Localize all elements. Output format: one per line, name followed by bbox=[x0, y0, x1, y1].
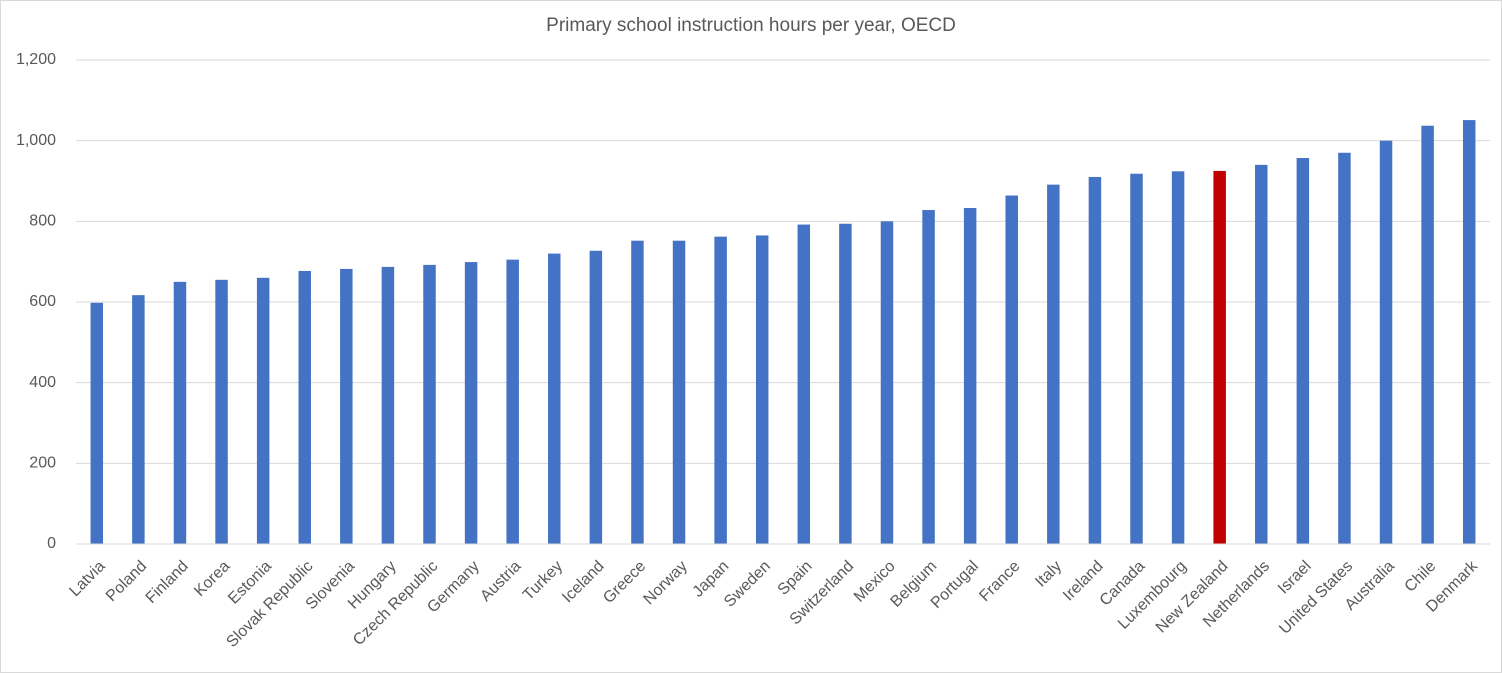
y-tick-label: 800 bbox=[29, 213, 56, 230]
bar bbox=[381, 266, 395, 544]
bar bbox=[340, 268, 353, 544]
bar bbox=[173, 281, 187, 544]
y-tick-label: 1,000 bbox=[16, 132, 56, 149]
bar bbox=[1130, 173, 1143, 545]
y-tick-label: 200 bbox=[29, 455, 56, 472]
bar bbox=[880, 221, 894, 545]
bar bbox=[1338, 152, 1351, 544]
bar bbox=[755, 235, 769, 544]
bar bbox=[132, 295, 145, 544]
y-tick-label: 0 bbox=[47, 535, 56, 552]
bar bbox=[1047, 184, 1060, 544]
bar bbox=[672, 240, 686, 544]
bar bbox=[215, 279, 228, 544]
bar bbox=[963, 208, 977, 545]
bar bbox=[589, 250, 603, 544]
bar bbox=[1005, 195, 1018, 544]
bar bbox=[506, 259, 519, 544]
bar bbox=[548, 253, 561, 544]
bar bbox=[922, 210, 935, 545]
bar bbox=[90, 302, 104, 544]
bar bbox=[1171, 171, 1185, 544]
y-tick-label: 400 bbox=[29, 374, 56, 391]
bar bbox=[1296, 158, 1310, 544]
bar bbox=[1421, 125, 1434, 544]
bar bbox=[1462, 120, 1476, 544]
bar bbox=[1255, 164, 1268, 544]
bar bbox=[256, 277, 270, 544]
bar bbox=[464, 262, 478, 544]
bar bbox=[1379, 140, 1393, 544]
bar bbox=[631, 240, 644, 544]
bar bbox=[714, 236, 727, 544]
bar bbox=[1213, 170, 1226, 544]
bar bbox=[839, 223, 852, 544]
bar bbox=[298, 270, 311, 544]
bar bbox=[797, 224, 811, 544]
bar bbox=[1088, 176, 1102, 544]
y-tick-label: 1,200 bbox=[16, 51, 56, 68]
y-tick-label: 600 bbox=[29, 293, 56, 310]
bar bbox=[423, 264, 436, 544]
chart-title: Primary school instruction hours per yea… bbox=[546, 15, 956, 36]
